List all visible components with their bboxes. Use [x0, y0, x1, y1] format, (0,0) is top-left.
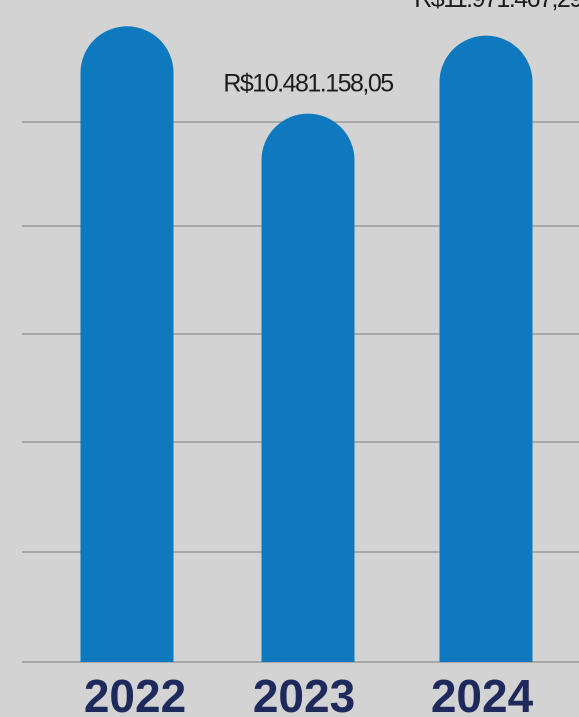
- category-label-2023: 2023: [253, 670, 355, 717]
- category-label-2024: 2024: [431, 670, 534, 717]
- category-label-2022: 2022: [84, 670, 186, 717]
- bar-2024: [439, 35, 533, 662]
- value-label-2023: R$10.481.158,05: [223, 70, 393, 98]
- category-labels: 2022 2023 2024: [84, 670, 534, 717]
- bar-2023: [261, 113, 355, 663]
- value-labels: R$10.481.158,05 R$11.971.467,29: [223, 0, 579, 98]
- value-label-2024: R$11.971.467,29: [414, 0, 579, 13]
- bar-2022: [80, 26, 174, 662]
- bars: [80, 26, 533, 663]
